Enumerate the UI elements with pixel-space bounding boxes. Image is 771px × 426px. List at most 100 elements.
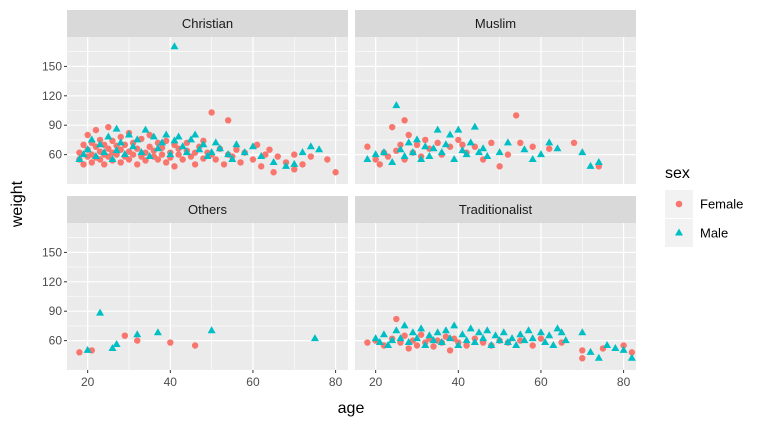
data-point-female xyxy=(376,161,383,168)
data-point-female xyxy=(224,117,232,124)
data-point-female xyxy=(208,109,215,116)
data-point-male xyxy=(470,122,479,130)
data-point-female xyxy=(434,139,441,147)
data-point-male xyxy=(232,140,241,148)
data-point-male xyxy=(545,331,554,339)
data-point-female xyxy=(372,156,379,163)
facet-panel-christian: Christian 60 90 120 150 xyxy=(42,10,348,184)
data-point-male xyxy=(462,150,471,158)
data-point-female xyxy=(171,163,178,170)
data-point-female xyxy=(446,347,454,354)
data-point-male xyxy=(310,334,319,342)
data-point-male xyxy=(392,101,401,109)
data-point-male xyxy=(508,334,517,342)
data-point-male xyxy=(379,148,388,156)
data-point-male xyxy=(248,142,257,150)
data-point-male xyxy=(224,150,233,158)
data-point-female xyxy=(162,159,170,166)
facet-strip-others xyxy=(67,196,348,223)
data-point-male xyxy=(528,334,537,342)
legend-label-female: Female xyxy=(700,197,743,212)
data-point-male xyxy=(536,150,545,158)
x-tick-label: 80 xyxy=(329,375,343,389)
data-point-male xyxy=(578,328,587,336)
data-point-female xyxy=(84,131,91,139)
data-point-male xyxy=(375,338,384,346)
data-point-male xyxy=(417,324,426,332)
data-point-male xyxy=(87,135,96,143)
data-point-male xyxy=(137,148,146,156)
data-point-male xyxy=(483,152,492,160)
data-point-female xyxy=(364,143,371,150)
data-point-male xyxy=(433,125,442,133)
data-point-male xyxy=(396,334,405,342)
data-point-male xyxy=(619,345,628,353)
data-point-female xyxy=(80,161,87,168)
data-point-male xyxy=(153,144,162,152)
x-tick-label: 20 xyxy=(369,375,383,389)
data-point-male xyxy=(524,326,533,334)
data-point-male xyxy=(133,330,142,338)
data-point-male xyxy=(474,328,483,336)
data-point-female xyxy=(270,169,277,176)
data-point-female xyxy=(455,136,462,144)
data-point-male xyxy=(371,150,380,158)
data-point-male xyxy=(466,324,475,332)
data-point-male xyxy=(541,338,550,346)
data-point-male xyxy=(528,155,537,162)
data-point-male xyxy=(186,135,195,143)
data-point-female xyxy=(488,139,495,147)
data-point-female xyxy=(512,112,520,119)
data-point-male xyxy=(437,338,446,346)
data-point-female xyxy=(570,139,578,147)
data-point-male xyxy=(520,145,529,153)
data-point-female xyxy=(397,141,404,148)
data-point-female xyxy=(504,151,512,158)
data-point-female xyxy=(92,126,100,134)
data-point-male xyxy=(425,152,434,160)
data-point-female xyxy=(463,342,470,349)
data-point-female xyxy=(125,156,133,163)
data-point-male xyxy=(400,152,409,160)
data-point-male xyxy=(149,132,158,140)
data-point-male xyxy=(166,150,175,158)
data-point-male xyxy=(124,130,133,138)
data-point-female xyxy=(430,343,437,350)
data-point-male xyxy=(211,138,220,146)
data-point-male xyxy=(388,157,397,165)
facet-strip-label-others: Others xyxy=(188,202,228,217)
facet-strip-label-muslim: Muslim xyxy=(475,16,516,31)
facet-panel-others: Others 60 90 120 150 20 40 60 80 xyxy=(42,196,348,389)
data-point-male xyxy=(207,148,216,156)
data-point-male xyxy=(458,330,467,338)
data-point-female xyxy=(529,342,536,349)
data-point-male xyxy=(454,125,463,133)
data-point-male xyxy=(83,345,92,353)
data-point-male xyxy=(104,132,113,140)
data-point-male xyxy=(499,328,508,336)
data-point-male xyxy=(392,326,401,334)
data-point-male xyxy=(158,138,167,146)
data-point-male xyxy=(178,142,187,150)
data-point-male xyxy=(269,157,278,165)
data-point-male xyxy=(112,146,121,154)
x-tick-label: 60 xyxy=(534,375,548,389)
data-point-male xyxy=(384,341,393,348)
data-point-male xyxy=(479,334,488,342)
data-point-female xyxy=(117,133,124,141)
data-point-male xyxy=(441,326,450,334)
data-point-female xyxy=(459,141,466,148)
data-point-male xyxy=(388,336,397,344)
facet-strip-label-christian: Christian xyxy=(182,16,233,31)
data-point-female xyxy=(274,153,281,160)
data-point-male xyxy=(437,148,446,156)
data-point-female xyxy=(76,349,83,356)
data-point-male xyxy=(503,138,512,146)
data-point-female xyxy=(88,159,95,166)
data-point-male xyxy=(450,155,459,162)
data-point-male xyxy=(116,138,125,146)
data-point-male xyxy=(290,159,299,167)
data-point-male xyxy=(462,336,471,344)
data-point-female xyxy=(117,159,124,166)
data-point-male xyxy=(586,347,595,355)
